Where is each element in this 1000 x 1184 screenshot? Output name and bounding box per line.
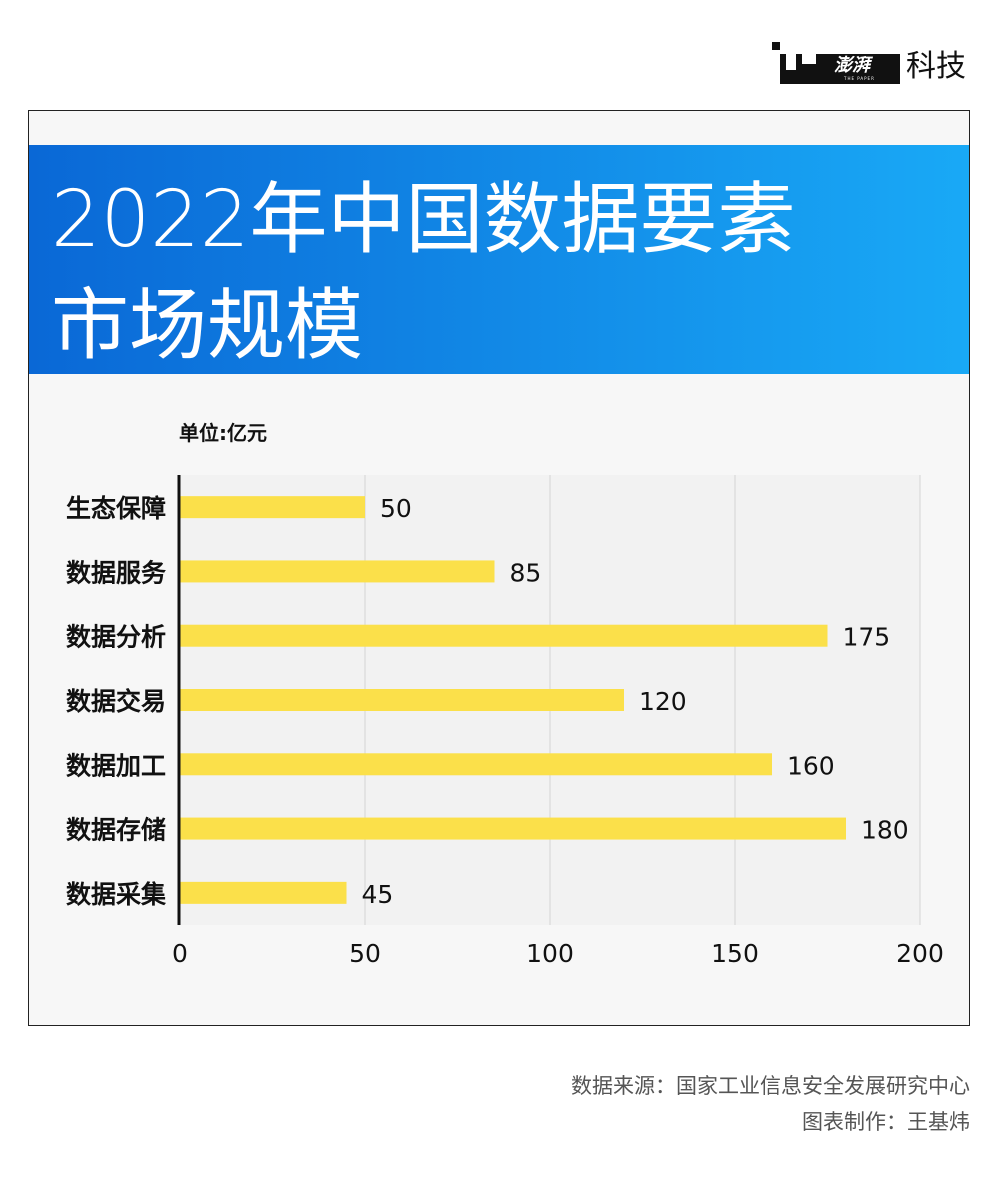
- logo: 澎湃 THE PAPER 科技: [772, 40, 966, 84]
- category-label: 数据分析: [66, 623, 166, 652]
- bar: [180, 881, 347, 904]
- data-label: 85: [510, 558, 542, 587]
- title-banner: 2022年中国数据要素 市场规模: [29, 145, 969, 374]
- the-paper-logo-icon: 澎湃 THE PAPER: [772, 40, 900, 84]
- data-source: 数据来源：国家工业信息安全发展研究中心: [571, 1074, 970, 1098]
- x-tick-label: 0: [172, 939, 188, 968]
- data-label: 160: [787, 751, 835, 780]
- data-label: 45: [362, 880, 394, 909]
- category-label: 数据加工: [66, 751, 166, 780]
- bar: [180, 496, 365, 519]
- category-label: 数据交易: [66, 687, 166, 716]
- data-label: 120: [639, 687, 687, 716]
- bar: [180, 753, 772, 776]
- data-label: 180: [861, 816, 909, 845]
- x-tick-label: 100: [526, 939, 574, 968]
- unit-label: 单位:亿元: [179, 421, 267, 445]
- bar: [180, 817, 846, 840]
- bar: [180, 624, 828, 647]
- logo-section: 科技: [906, 49, 966, 84]
- category-label: 生态保障: [66, 494, 166, 523]
- chart-credit: 图表制作：王基炜: [802, 1110, 970, 1134]
- category-label: 数据存储: [66, 816, 166, 845]
- x-tick-label: 50: [349, 939, 381, 968]
- data-label: 50: [380, 494, 412, 523]
- footer: 数据来源：国家工业信息安全发展研究中心 图表制作：王基炜: [571, 1068, 970, 1140]
- chart-title: 2022年中国数据要素 市场规模: [51, 175, 796, 371]
- category-label: 数据采集: [66, 880, 167, 909]
- x-tick-label: 200: [896, 939, 944, 968]
- bar: [180, 560, 495, 583]
- category-label: 数据服务: [66, 558, 166, 587]
- bar: [180, 689, 624, 711]
- data-label: 175: [843, 623, 891, 652]
- x-tick-label: 150: [711, 939, 759, 968]
